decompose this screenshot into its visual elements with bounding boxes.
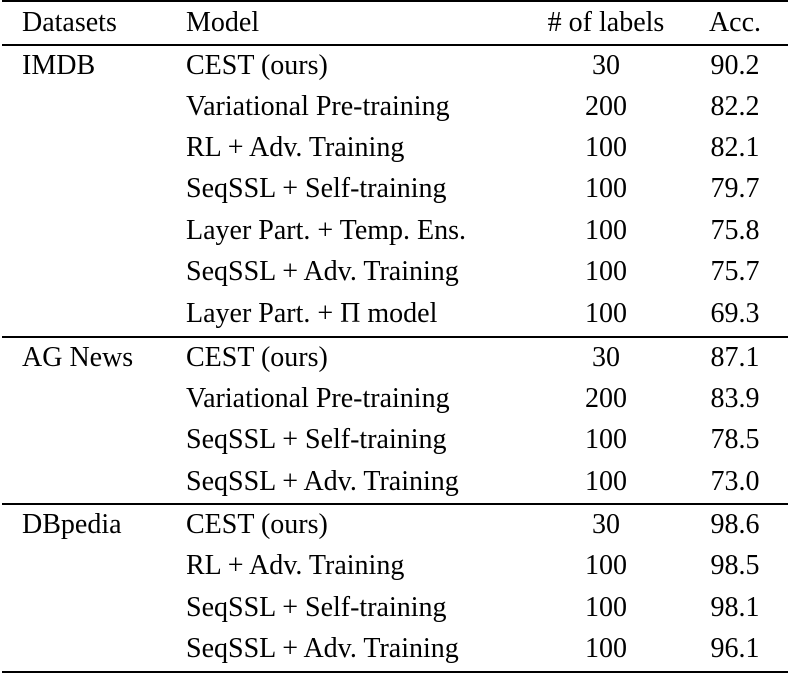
table-row: Variational Pre-training 200 83.9 bbox=[2, 378, 788, 419]
label-count: 100 bbox=[585, 466, 627, 497]
label-count: 30 bbox=[592, 509, 620, 540]
model-name: Layer Part. + Temp. Ens. bbox=[186, 215, 467, 246]
dataset-name: DBpedia bbox=[22, 509, 122, 540]
group-rule bbox=[2, 336, 788, 338]
accuracy: 98.1 bbox=[710, 592, 760, 623]
header-acc: Acc. bbox=[708, 7, 762, 38]
model-name: SeqSSL + Adv. Training bbox=[186, 633, 459, 664]
table-row: Variational Pre-training 200 82.2 bbox=[2, 86, 788, 127]
model-name: Layer Part. + Π model bbox=[186, 298, 438, 329]
table-row: Layer Part. + Π model 100 69.3 bbox=[2, 293, 788, 334]
accuracy: 82.1 bbox=[710, 132, 760, 163]
table-row: SeqSSL + Self-training 100 98.1 bbox=[2, 587, 788, 628]
model-name: SeqSSL + Self-training bbox=[186, 424, 447, 455]
accuracy: 69.3 bbox=[710, 298, 760, 329]
accuracy: 96.1 bbox=[710, 633, 760, 664]
accuracy: 75.8 bbox=[710, 215, 760, 246]
model-name: CEST (ours) bbox=[186, 509, 328, 540]
table-row: IMDB CEST (ours) 30 90.2 bbox=[2, 45, 788, 86]
table-row: SeqSSL + Self-training 100 79.7 bbox=[2, 168, 788, 209]
accuracy: 79.7 bbox=[710, 173, 760, 204]
table-row: Layer Part. + Temp. Ens. 100 75.8 bbox=[2, 210, 788, 251]
model-name: SeqSSL + Self-training bbox=[186, 173, 447, 204]
accuracy: 90.2 bbox=[710, 50, 760, 81]
table-row: RL + Adv. Training 100 98.5 bbox=[2, 545, 788, 586]
label-count: 100 bbox=[585, 132, 627, 163]
label-count: 200 bbox=[585, 91, 627, 122]
model-name: SeqSSL + Adv. Training bbox=[186, 466, 459, 497]
accuracy: 98.6 bbox=[710, 509, 760, 540]
model-name: CEST (ours) bbox=[186, 342, 328, 373]
header-labels: # of labels bbox=[547, 7, 665, 38]
accuracy: 83.9 bbox=[710, 383, 760, 414]
header-datasets: Datasets bbox=[22, 7, 117, 38]
model-name: SeqSSL + Adv. Training bbox=[186, 256, 459, 287]
table-row: SeqSSL + Self-training 100 78.5 bbox=[2, 419, 788, 460]
dataset-name: AG News bbox=[22, 342, 134, 373]
label-count: 100 bbox=[585, 298, 627, 329]
label-count: 100 bbox=[585, 633, 627, 664]
label-count: 100 bbox=[585, 592, 627, 623]
header-model: Model bbox=[186, 7, 260, 38]
header-rule bbox=[2, 44, 788, 46]
label-count: 100 bbox=[585, 550, 627, 581]
label-count: 100 bbox=[585, 215, 627, 246]
label-count: 30 bbox=[592, 50, 620, 81]
table-row: DBpedia CEST (ours) 30 98.6 bbox=[2, 504, 788, 545]
group-rule bbox=[2, 503, 788, 505]
label-count: 30 bbox=[592, 342, 620, 373]
model-name: Variational Pre-training bbox=[186, 383, 450, 414]
label-count: 200 bbox=[585, 383, 627, 414]
top-rule bbox=[2, 0, 788, 2]
label-count: 100 bbox=[585, 173, 627, 204]
model-name: Variational Pre-training bbox=[186, 91, 450, 122]
dataset-name: IMDB bbox=[22, 50, 96, 81]
accuracy: 82.2 bbox=[710, 91, 760, 122]
accuracy: 75.7 bbox=[710, 256, 760, 287]
model-name: RL + Adv. Training bbox=[186, 132, 405, 163]
table-row: SeqSSL + Adv. Training 100 73.0 bbox=[2, 461, 788, 502]
model-name: SeqSSL + Self-training bbox=[186, 592, 447, 623]
bottom-rule bbox=[2, 671, 788, 673]
table-row: SeqSSL + Adv. Training 100 75.7 bbox=[2, 251, 788, 292]
accuracy: 73.0 bbox=[710, 466, 760, 497]
table-row: RL + Adv. Training 100 82.1 bbox=[2, 127, 788, 168]
label-count: 100 bbox=[585, 424, 627, 455]
header-row: Datasets Model # of labels Acc. bbox=[2, 2, 788, 43]
accuracy: 98.5 bbox=[710, 550, 760, 581]
table-row: AG News CEST (ours) 30 87.1 bbox=[2, 337, 788, 378]
model-name: CEST (ours) bbox=[186, 50, 328, 81]
model-name: RL + Adv. Training bbox=[186, 550, 405, 581]
accuracy: 78.5 bbox=[710, 424, 760, 455]
table-row: SeqSSL + Adv. Training 100 96.1 bbox=[2, 628, 788, 669]
label-count: 100 bbox=[585, 256, 627, 287]
accuracy: 87.1 bbox=[710, 342, 760, 373]
